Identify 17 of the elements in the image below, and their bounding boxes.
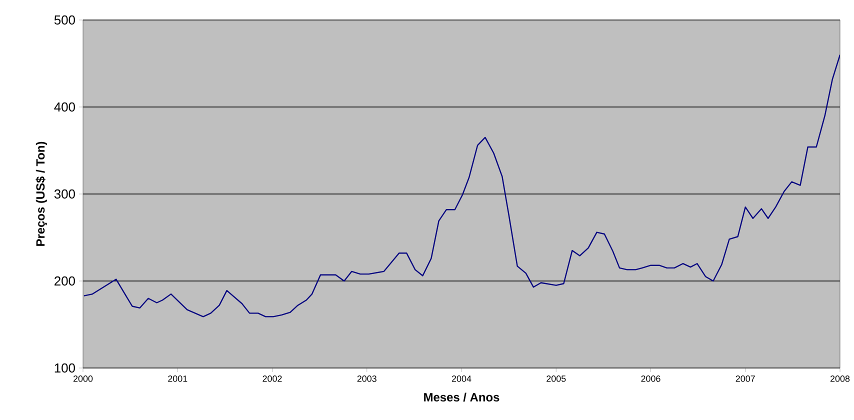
x-tick-label: 2006 [641, 376, 660, 382]
x-tick-label: 2003 [357, 376, 376, 382]
x-tick-label: 2001 [168, 376, 188, 382]
y-axis-title: Preços (US$ / Ton) [36, 142, 48, 246]
x-tick-label: 2000 [73, 376, 93, 382]
y-tick-label: 200 [54, 276, 75, 286]
y-tick-label: 300 [54, 189, 75, 199]
x-axis-title: Meses / Anos [424, 392, 500, 402]
y-tick-label: 400 [54, 102, 75, 112]
x-tick-label: 2007 [736, 376, 755, 382]
x-tick-label: 2002 [262, 376, 282, 382]
x-tick-label: 2004 [452, 376, 472, 382]
line-series [83, 54, 840, 318]
x-tick-label: 2008 [830, 376, 850, 382]
y-tick-label: 100 [54, 363, 75, 373]
y-tick-label: 500 [54, 15, 75, 25]
x-tick-label: 2005 [546, 376, 566, 382]
